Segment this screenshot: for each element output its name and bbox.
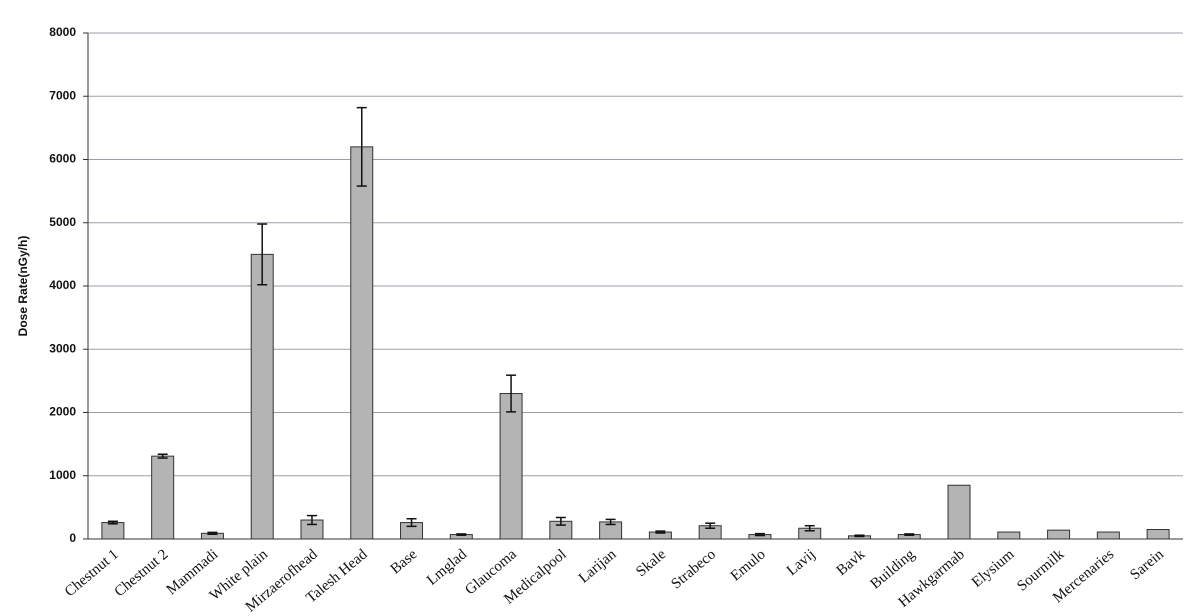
error-bar [107, 520, 118, 525]
bar [1047, 529, 1071, 540]
x-tick-label: Emulo [728, 546, 769, 584]
error-bar [207, 531, 218, 536]
error-bar [854, 534, 865, 538]
error-bar [306, 514, 317, 526]
error-bar [804, 524, 815, 532]
y-tick-label: 5000 [49, 215, 76, 229]
y-tick-label: 7000 [49, 88, 76, 102]
x-tick-label: Larijan [576, 546, 620, 586]
x-tick-label: Sarein [1127, 546, 1167, 583]
x-tick-label: Bavk [834, 546, 869, 579]
bar [151, 455, 175, 540]
error-bar [157, 453, 168, 459]
bar [250, 253, 274, 540]
y-tick-label: 2000 [49, 405, 76, 419]
y-tick-label: 8000 [49, 25, 76, 39]
error-bar [605, 518, 616, 526]
x-tick-label: Chestnut 2 [112, 546, 172, 600]
error-bar [655, 530, 666, 534]
bar [350, 146, 374, 540]
error-bar [456, 533, 467, 536]
error-bar [506, 374, 517, 413]
error-bar [406, 518, 417, 528]
y-tick-label: 1000 [49, 468, 76, 482]
bar [499, 393, 523, 540]
bar [947, 484, 971, 540]
error-bar [904, 533, 915, 536]
x-tick-label: Skale [633, 546, 669, 580]
y-tick-label: 0 [69, 531, 76, 545]
x-tick-label: Lmglad [424, 546, 470, 589]
x-tick-label: Lavij [784, 546, 819, 579]
bar [997, 531, 1021, 540]
bar [1146, 529, 1170, 540]
x-tick-label: Base [388, 546, 421, 577]
error-bar [754, 532, 765, 537]
bar [1096, 531, 1120, 540]
y-tick-label: 6000 [49, 152, 76, 166]
error-bar [555, 516, 566, 526]
bar [101, 522, 125, 540]
y-tick-label: 4000 [49, 278, 76, 292]
x-tick-label: Strabeco [668, 546, 718, 592]
x-tick-label: Chestnut 1 [62, 546, 122, 600]
y-tick-label: 3000 [49, 341, 76, 355]
error-bar [257, 223, 268, 286]
y-axis-label: Dose Rate(nGy/h) [16, 236, 30, 337]
error-bar [356, 106, 367, 187]
x-tick-label: Elysium [969, 546, 1018, 591]
error-bar [705, 522, 716, 529]
